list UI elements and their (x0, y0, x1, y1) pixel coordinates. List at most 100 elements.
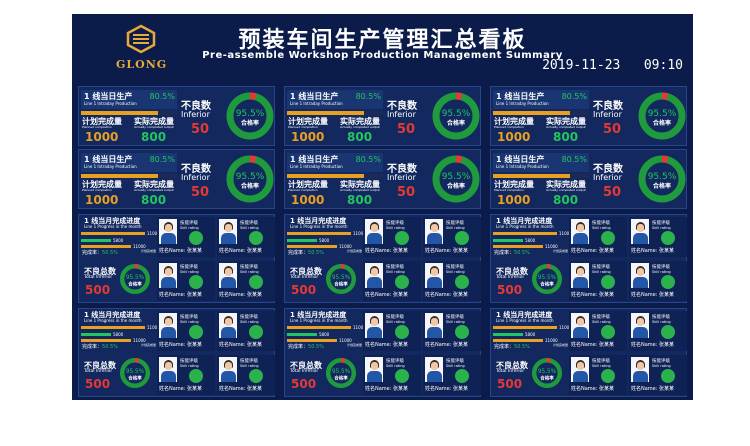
worker-card[interactable]: 技能评级 Skill rating 姓名Name: 张某某 (569, 261, 627, 301)
worker-name: 姓名Name: 张某某 (219, 291, 262, 298)
worker-card[interactable]: 技能评级 Skill rating 姓名Name: 张某某 (157, 311, 215, 351)
pass-rate-donut: 95.5% 合格率 (226, 155, 274, 203)
monthly-bar-actual-value: 5800 (113, 238, 124, 243)
worker-photo (365, 357, 383, 382)
monthly-pass-rate-donut: 95.5% 合格率 (531, 357, 563, 389)
daily-title-en: Line 1 Intraday Production (496, 164, 549, 169)
name-label: 姓名Name: (159, 292, 186, 298)
worker-card[interactable]: 技能评级 Skill rating 姓名Name: 张某某 (423, 355, 481, 395)
worker-card[interactable]: 技能评级 Skill rating 姓名Name: 张某某 (629, 311, 687, 351)
skill-label-en: Skill rating (386, 270, 405, 274)
skill-label: 技能评级 (180, 359, 198, 364)
skill-label-en: Skill rating (652, 270, 671, 274)
skill-label-en: Skill rating (592, 270, 611, 274)
worker-card[interactable]: 技能评级 Skill rating 姓名Name: 张某某 (363, 355, 421, 395)
worker-card[interactable]: 技能评级 Skill rating 姓名Name: 张某某 (157, 261, 215, 301)
worker-card[interactable]: 技能评级 Skill rating 姓名Name: 张某某 (157, 355, 215, 395)
name-label: 姓名Name: (631, 292, 658, 298)
daily-title: 1 线当日生产 (496, 92, 545, 101)
name-value: 张某某 (247, 248, 263, 254)
worker-card[interactable]: 技能评级 Skill rating 姓名Name: 张某某 (157, 217, 215, 257)
worker-card[interactable]: 技能评级 Skill rating 姓名Name: 张某某 (363, 311, 421, 351)
monthly-bar-actual (493, 333, 523, 336)
worker-name: 姓名Name: 张某某 (219, 247, 262, 254)
worker-card[interactable]: 技能评级 Skill rating 姓名Name: 张某某 (217, 355, 275, 395)
worker-card[interactable]: 技能评级 Skill rating 姓名Name: 张某某 (217, 217, 275, 257)
pass-rate-donut: 95.5% 合格率 (638, 155, 686, 203)
inferior-value: 50 (191, 185, 210, 200)
name-value: 张某某 (247, 292, 263, 298)
monthly-title: 1 线当月完成进度 (84, 311, 141, 319)
worker-card[interactable]: 技能评级 Skill rating 姓名Name: 张某某 (569, 217, 627, 257)
skill-rating-indicator (189, 325, 203, 339)
worker-card[interactable]: 技能评级 Skill rating 姓名Name: 张某某 (629, 355, 687, 395)
plan-value: 1000 (85, 193, 119, 207)
worker-card[interactable]: 技能评级 Skill rating 姓名Name: 张某某 (423, 217, 481, 257)
worker-card[interactable]: 技能评级 Skill rating 姓名Name: 张某某 (217, 311, 275, 351)
pass-rate-donut: 95.5% 合格率 (432, 155, 480, 203)
monthly-bar-plan (493, 326, 557, 329)
worker-card[interactable]: 技能评级 Skill rating 姓名Name: 张某某 (629, 261, 687, 301)
skill-label-en: Skill rating (652, 226, 671, 230)
skill-rating-indicator (395, 325, 409, 339)
completion-rate-label: 完成率： (288, 250, 309, 256)
monthly-bar-target (81, 245, 131, 248)
monthly-bar-actual (81, 333, 111, 336)
worker-card[interactable]: 技能评级 Skill rating 姓名Name: 张某某 (363, 261, 421, 301)
donut-ring (325, 263, 357, 295)
worker-card[interactable]: 技能评级 Skill rating 姓名Name: 张某某 (569, 311, 627, 351)
worker-card[interactable]: 技能评级 Skill rating 姓名Name: 张某某 (629, 217, 687, 257)
page-subtitle: Pre-assemble Workshop Production Managem… (202, 50, 563, 61)
name-value: 张某某 (453, 248, 469, 254)
plan-label: 计划完成量 (82, 180, 122, 189)
donut-defect-arc (340, 357, 346, 363)
donut-defect-arc (134, 357, 140, 363)
daily-progress-fill (493, 174, 571, 178)
worker-photo (571, 219, 589, 244)
worker-card[interactable]: 技能评级 Skill rating 姓名Name: 张某某 (423, 261, 481, 301)
monthly-pass-rate-value: 95.5% (332, 275, 351, 281)
actual-label-en: Actually completed output (134, 188, 174, 192)
skill-rating-indicator (249, 231, 263, 245)
skill-label-en: Skill rating (386, 226, 405, 230)
pass-rate-donut: 95.5% 合格率 (226, 92, 274, 140)
worker-photo (631, 263, 649, 288)
skill-rating-indicator (601, 369, 615, 383)
worker-card[interactable]: 技能评级 Skill rating 姓名Name: 张某某 (569, 355, 627, 395)
pass-rate-value: 95.5% (236, 172, 265, 182)
worker-photo (571, 357, 589, 382)
total-inferior-value: 500 (85, 377, 111, 391)
actual-label: 实际完成量 (340, 117, 380, 126)
worker-card[interactable]: 技能评级 Skill rating 姓名Name: 张某某 (217, 261, 275, 301)
worker-photo (425, 357, 443, 382)
completion-rate-value: 50.5% (308, 250, 324, 256)
worker-card[interactable]: 技能评级 Skill rating 姓名Name: 张某某 (363, 217, 421, 257)
monthly-legend: 计划完成量 实际完成量 (347, 249, 378, 253)
completion-rate: 完成率：50.5% (82, 249, 118, 256)
skill-label: 技能评级 (386, 265, 404, 270)
daily-progress-fill (81, 111, 159, 115)
daily-title: 1 线当日生产 (290, 155, 339, 164)
name-label: 姓名Name: (365, 342, 392, 348)
worker-name: 姓名Name: 张某某 (365, 341, 408, 348)
pass-rate-label: 合格率 (653, 119, 671, 127)
skill-label-en: Skill rating (652, 364, 671, 368)
monthly-pass-rate-value: 95.5% (332, 369, 351, 375)
monthly-title-en: Line 1 Progress in the month (290, 318, 348, 323)
skill-label: 技能评级 (592, 359, 610, 364)
skill-rating-indicator (249, 275, 263, 289)
name-value: 张某某 (599, 292, 615, 298)
header: GLONG 预装车间生产管理汇总看板 Pre-assemble Workshop… (72, 14, 693, 84)
skill-label: 技能评级 (386, 359, 404, 364)
donut-defect-arc (546, 263, 552, 269)
daily-progress-bar (81, 111, 177, 115)
skill-rating-indicator (455, 369, 469, 383)
monthly-pass-rate-label: 合格率 (128, 374, 142, 381)
name-value: 张某某 (187, 292, 203, 298)
name-label: 姓名Name: (631, 342, 658, 348)
name-label: 姓名Name: (219, 292, 246, 298)
worker-card[interactable]: 技能评级 Skill rating 姓名Name: 张某某 (423, 311, 481, 351)
total-inferior-label: 不良总数 (290, 267, 322, 276)
completion-rate-label: 完成率： (494, 344, 515, 350)
donut-ring (119, 263, 151, 295)
